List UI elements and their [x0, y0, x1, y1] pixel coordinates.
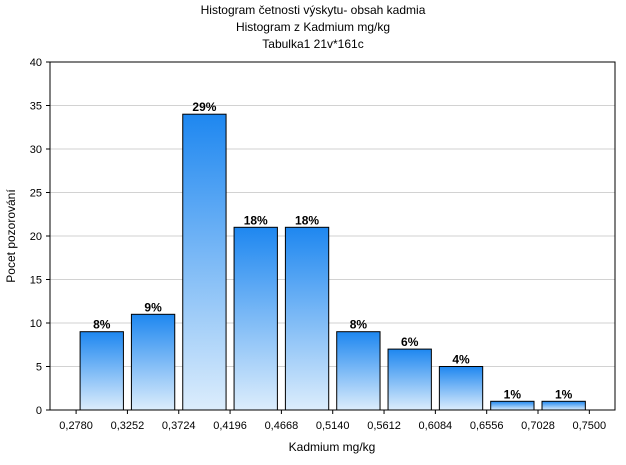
y-tick-label: 35: [30, 101, 42, 113]
y-tick-label: 30: [30, 144, 42, 156]
histogram-bar: [336, 331, 381, 411]
histogram-bar: [130, 313, 176, 411]
histogram-bar: [233, 226, 278, 411]
chart-subtitle-table: Tabulka1 21v*161c: [262, 37, 363, 51]
x-tick-label: 0,4668: [265, 420, 299, 432]
histogram-bar: [490, 400, 535, 411]
bar-percent-label: 6%: [401, 335, 419, 349]
x-axis-label: Kadmium mg/kg: [289, 440, 376, 454]
x-tick-label: 0,5612: [367, 420, 401, 432]
bar-percent-label: 18%: [244, 213, 268, 227]
y-tick-label: 25: [30, 188, 42, 200]
chart-subtitle: Histogram z Kadmium mg/kg: [236, 20, 390, 34]
x-tick-label: 0,7500: [573, 420, 607, 432]
histogram-bar: [182, 113, 227, 411]
histogram-bar: [284, 226, 330, 411]
x-tick-label: 0,6556: [470, 420, 504, 432]
histogram-bar: [541, 400, 586, 411]
bars: [79, 113, 586, 411]
x-tick-label: 0,5140: [316, 420, 350, 432]
y-tick-label: 10: [30, 318, 42, 330]
bar-percent-label: 8%: [350, 318, 368, 332]
bar-percent-label: 1%: [504, 387, 522, 401]
y-tick-label: 0: [36, 405, 42, 417]
histogram-bar: [79, 331, 124, 411]
y-tick-label: 20: [30, 231, 42, 243]
y-tick-label: 5: [36, 362, 42, 374]
bar-percent-label: 29%: [192, 100, 216, 114]
y-tick-label: 40: [30, 57, 42, 69]
x-tick-label: 0,2780: [59, 420, 93, 432]
bar-percent-label: 1%: [555, 387, 573, 401]
x-tick-label: 0,3724: [162, 420, 196, 432]
histogram-bar: [387, 348, 432, 411]
chart-title: Histogram četnosti výskytu- obsah kadmia: [201, 3, 426, 17]
x-tick-label: 0,6084: [419, 420, 453, 432]
x-tick-label: 0,3252: [111, 420, 145, 432]
x-tick-label: 0,7028: [521, 420, 555, 432]
x-axis-ticks: 0,2780 0,3252 0,3724 0,4196 0,4668 0,5140 0,56…: [59, 410, 606, 432]
bar-percent-label: 9%: [144, 300, 162, 314]
bar-percent-label: 8%: [93, 318, 111, 332]
bar-percent-label: 4%: [452, 353, 470, 367]
bar-percent-label: 18%: [295, 213, 319, 227]
x-tick-label: 0,4196: [213, 420, 247, 432]
data-labels: 8% 9% 29% 18% 18% 8% 6% 4% 1% 1%: [93, 100, 573, 401]
y-tick-label: 15: [30, 275, 42, 287]
y-axis-label: Pocet pozorování: [4, 189, 18, 283]
y-axis-ticks: 0 5 10 15 20 25 30 35 40: [30, 57, 50, 417]
histogram-bar: [438, 366, 484, 411]
